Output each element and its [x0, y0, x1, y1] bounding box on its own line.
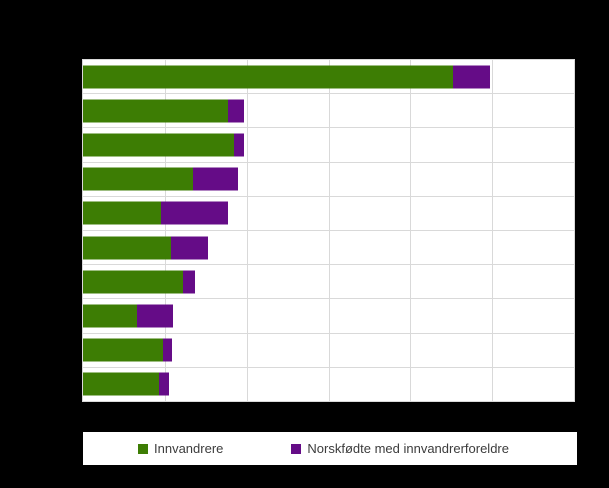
- bar-segment-innvandrere: [83, 270, 183, 294]
- bar-segment-innvandrere: [83, 338, 164, 362]
- bar-segment-norskfodte: [182, 270, 196, 294]
- legend-item-innvandrere: Innvandrere: [138, 441, 223, 456]
- legend-item-norskfodte: Norskfødte med innvandrerforeldre: [291, 441, 509, 456]
- stacked-bar: [83, 201, 574, 225]
- bar-row: [83, 94, 574, 129]
- bar-segment-norskfodte: [227, 99, 245, 123]
- legend-label-norskfodte: Norskfødte med innvandrerforeldre: [307, 441, 509, 456]
- bar-row: [83, 334, 574, 368]
- stacked-bar: [83, 236, 574, 260]
- plot-area: [82, 59, 575, 402]
- bar-segment-innvandrere: [83, 201, 161, 225]
- bar-segment-norskfodte: [171, 236, 209, 260]
- legend-swatch-innvandrere: [138, 443, 148, 454]
- bar-segment-norskfodte: [233, 133, 245, 157]
- bar-segment-norskfodte: [160, 201, 228, 225]
- bar-segment-innvandrere: [83, 372, 160, 396]
- stacked-bar: [83, 304, 574, 328]
- bar-segment-innvandrere: [83, 65, 453, 89]
- stacked-bar: [83, 65, 574, 89]
- stacked-bar: [83, 99, 574, 123]
- bar-segment-norskfodte: [163, 338, 173, 362]
- bar-row: [83, 299, 574, 334]
- legend-label-innvandrere: Innvandrere: [154, 441, 224, 456]
- stacked-bar: [83, 338, 574, 362]
- bar-row: [83, 265, 574, 300]
- bar-segment-norskfodte: [193, 167, 238, 191]
- bar-segment-norskfodte: [137, 304, 173, 328]
- stacked-bar: [83, 167, 574, 191]
- stacked-bar: [83, 270, 574, 294]
- legend: Innvandrere Norskfødte med innvandrerfor…: [83, 432, 577, 465]
- bar-row: [83, 128, 574, 163]
- bar-segment-innvandrere: [83, 236, 172, 260]
- legend-swatch-norskfodte: [291, 443, 302, 454]
- bar-segment-innvandrere: [83, 99, 228, 123]
- bar-segment-norskfodte: [159, 372, 169, 396]
- bar-row: [83, 197, 574, 232]
- stacked-bar: [83, 372, 574, 396]
- bar-segment-norskfodte: [452, 65, 490, 89]
- bar-segment-innvandrere: [83, 133, 234, 157]
- bar-row: [83, 231, 574, 266]
- stacked-bar: [83, 133, 574, 157]
- bar-row: [83, 368, 574, 401]
- bar-row: [83, 163, 574, 197]
- bar-row: [83, 60, 574, 95]
- bar-segment-innvandrere: [83, 167, 194, 191]
- bar-rows: [83, 60, 574, 401]
- bar-segment-innvandrere: [83, 304, 137, 328]
